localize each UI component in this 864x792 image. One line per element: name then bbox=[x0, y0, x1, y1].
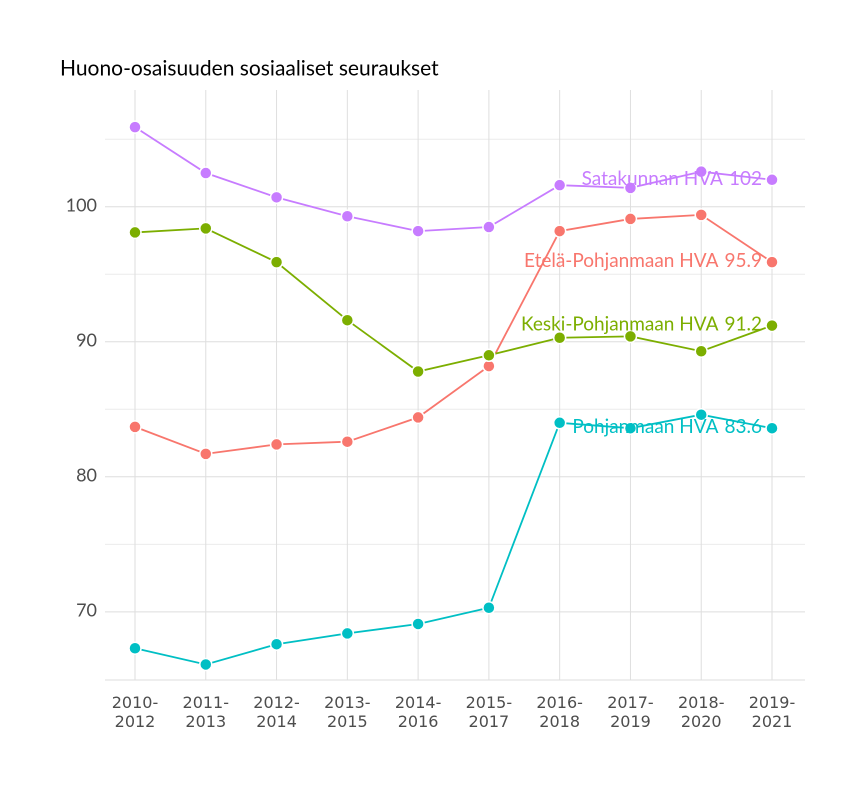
x-tick-label: 2017- 2019 bbox=[607, 693, 654, 731]
end-label-name: Satakunnan HVA bbox=[582, 167, 723, 190]
data-point bbox=[552, 416, 567, 430]
end-label-name: Keski-Pohjanmaan HVA bbox=[521, 312, 719, 335]
data-point bbox=[128, 420, 142, 434]
data-point bbox=[694, 407, 708, 422]
x-tick-label: 2019- 2021 bbox=[748, 693, 796, 731]
data-point bbox=[199, 657, 213, 672]
end-label: Etelä-Pohjanmaan HVA 95.9 bbox=[524, 249, 762, 272]
end-label-value: 91.2 bbox=[724, 312, 762, 335]
data-point bbox=[552, 224, 567, 238]
end-label: Keski-Pohjanmaan HVA 91.2 bbox=[521, 312, 762, 335]
end-label-value: 95.9 bbox=[724, 249, 762, 272]
data-point bbox=[340, 434, 355, 449]
end-label-name: Pohjanmaan HVA bbox=[572, 415, 718, 438]
data-point bbox=[623, 329, 638, 344]
series-line bbox=[134, 227, 773, 373]
data-point bbox=[694, 164, 708, 179]
x-tick-label: 2014- 2016 bbox=[394, 693, 442, 731]
end-label-value: 102 bbox=[729, 167, 762, 190]
data-point bbox=[269, 255, 284, 269]
data-point bbox=[340, 209, 355, 223]
end-label-name: Etelä-Pohjanmaan HVA bbox=[524, 249, 719, 272]
data-point bbox=[552, 178, 567, 192]
data-point bbox=[128, 225, 142, 240]
data-point bbox=[623, 181, 638, 195]
data-point bbox=[199, 221, 213, 236]
data-point bbox=[340, 626, 355, 641]
data-point bbox=[482, 220, 496, 234]
data-point bbox=[765, 421, 779, 435]
data-point bbox=[482, 601, 496, 615]
y-tick-label: 90 bbox=[76, 328, 97, 350]
data-point bbox=[623, 212, 638, 226]
data-point bbox=[340, 313, 355, 327]
x-tick-label: 2011- 2013 bbox=[182, 693, 230, 731]
data-point bbox=[411, 410, 425, 425]
data-point bbox=[694, 344, 708, 358]
data-point bbox=[269, 190, 284, 205]
end-label: Satakunnan HVA 102 bbox=[582, 167, 762, 190]
series-line bbox=[134, 413, 773, 666]
data-point bbox=[411, 617, 425, 631]
data-point bbox=[694, 208, 708, 222]
x-tick-label: 2015- 2017 bbox=[465, 693, 513, 731]
x-tick-label: 2012- 2014 bbox=[253, 693, 300, 731]
data-point bbox=[269, 437, 284, 452]
data-point bbox=[482, 348, 496, 363]
data-point bbox=[128, 641, 142, 656]
y-tick-label: 80 bbox=[76, 463, 97, 485]
data-point bbox=[411, 364, 425, 379]
x-tick-label: 2010- 2012 bbox=[111, 693, 159, 731]
data-point bbox=[552, 330, 567, 345]
series-line bbox=[134, 126, 773, 232]
data-point bbox=[411, 224, 425, 238]
data-point bbox=[765, 318, 779, 333]
data-point bbox=[199, 166, 213, 180]
data-point bbox=[199, 447, 213, 461]
y-tick-label: 100 bbox=[66, 193, 97, 215]
series-line bbox=[134, 213, 773, 455]
end-label: Pohjanmaan HVA 83.6 bbox=[572, 415, 762, 438]
data-point bbox=[623, 421, 638, 435]
end-label-value: 83.6 bbox=[724, 415, 762, 438]
data-point bbox=[765, 173, 779, 187]
data-point bbox=[128, 120, 142, 134]
x-tick-label: 2013- 2015 bbox=[324, 693, 371, 731]
data-point bbox=[269, 637, 284, 651]
chart-title: Huono-osaisuuden sosiaaliset seuraukset bbox=[60, 55, 439, 80]
data-point bbox=[765, 255, 779, 269]
x-tick-label: 2018- 2020 bbox=[677, 693, 725, 731]
x-tick-label: 2016- 2018 bbox=[536, 693, 583, 731]
y-tick-label: 70 bbox=[76, 598, 97, 620]
